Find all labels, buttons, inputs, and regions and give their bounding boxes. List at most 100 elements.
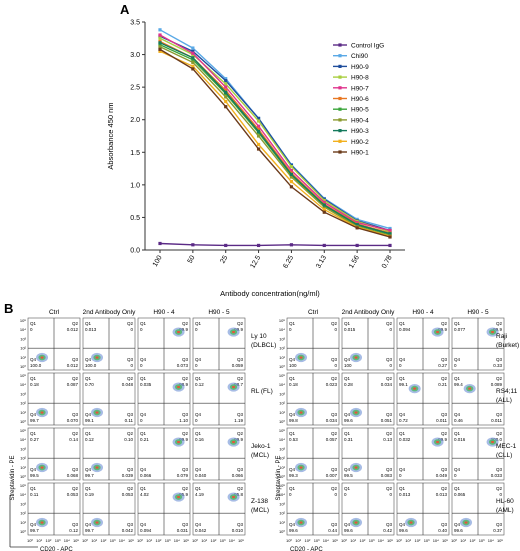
- q3-name: Q3: [331, 467, 338, 472]
- q1-name: Q1: [344, 376, 351, 381]
- y-log-tick: 10⁴: [20, 492, 26, 497]
- q2-name: Q2: [182, 321, 189, 326]
- q2-name: Q2: [331, 321, 338, 326]
- legend-marker: [338, 129, 342, 133]
- q3-name: Q3: [127, 412, 134, 417]
- q2-value: 98.7: [234, 382, 243, 387]
- data-point: [158, 43, 162, 47]
- series-line: [159, 48, 391, 238]
- q1-name: Q1: [344, 431, 351, 436]
- q4-value: 99.8: [289, 418, 298, 423]
- y-log-tick: 10³: [279, 391, 285, 396]
- data-point: [191, 64, 195, 68]
- x-log-tick: 10⁵: [387, 538, 393, 543]
- column-header: Ctrl: [49, 309, 60, 316]
- y-log-tick: 10¹: [20, 410, 26, 415]
- q4-name: Q4: [344, 522, 351, 527]
- q4-value: 0: [399, 473, 402, 478]
- row-label: (AML): [496, 507, 514, 514]
- data-point: [256, 124, 261, 128]
- y-log-tick: 10²: [20, 401, 26, 406]
- q4-value: 0.094: [140, 528, 152, 533]
- x-log-tick: 10⁰: [192, 538, 198, 543]
- data-point: [256, 129, 261, 134]
- q3-value: 0.033: [491, 473, 503, 478]
- y-log-tick: 10⁴: [20, 327, 26, 332]
- q3-name: Q3: [331, 522, 338, 527]
- q2-name: Q2: [237, 376, 244, 381]
- q1-value: 0: [344, 492, 347, 497]
- q2-name: Q2: [496, 321, 503, 326]
- x-log-tick: 10²: [211, 538, 217, 543]
- population-core: [95, 521, 99, 524]
- data-point: [289, 168, 294, 173]
- data-point: [158, 49, 162, 53]
- row-label: Raji: [496, 333, 507, 340]
- row-label: RS4;11: [496, 388, 518, 395]
- q3-name: Q3: [441, 522, 448, 527]
- population-core: [299, 356, 303, 359]
- data-point: [224, 243, 228, 248]
- x-log-tick: 10²: [415, 538, 421, 543]
- x-log-tick: 10²: [360, 538, 366, 543]
- q4-name: Q4: [399, 467, 406, 472]
- x-log-tick: 10¹: [405, 538, 411, 543]
- q2-name: Q2: [496, 431, 503, 436]
- y-tick-label: 3.0: [130, 52, 140, 59]
- legend-entry: H90-3: [351, 128, 369, 135]
- panel-b-label: B: [4, 301, 13, 316]
- q1-name: Q1: [454, 486, 461, 491]
- x-log-tick: 10⁰: [341, 538, 347, 543]
- row-label: (DLBCL): [251, 342, 276, 349]
- x-tick-label: 6.25: [282, 254, 295, 269]
- legend-entry: H90-2: [351, 139, 369, 146]
- q4-name: Q4: [454, 522, 461, 527]
- flow-plot: Q10.016Q2100.0Q40Q30.033: [451, 427, 505, 481]
- y-log-tick: 10¹: [20, 355, 26, 360]
- x-log-tick: 10¹: [91, 538, 97, 543]
- q2-name: Q2: [72, 486, 79, 491]
- population-core: [468, 387, 472, 390]
- q1-name: Q1: [140, 376, 147, 381]
- legend-marker: [338, 54, 342, 58]
- q1-value: 0.12: [85, 437, 94, 442]
- x-log-tick: 10¹: [201, 538, 207, 543]
- population-core: [354, 411, 358, 414]
- q2-name: Q2: [127, 486, 134, 491]
- q3-value: 0.007: [326, 473, 338, 478]
- q4-name: Q4: [344, 412, 351, 417]
- q1-value: 0.035: [140, 382, 152, 387]
- q3-name: Q3: [386, 357, 393, 362]
- q4-value: 0: [195, 418, 198, 423]
- q2-name: Q2: [72, 376, 79, 381]
- x-log-tick: 10²: [305, 538, 311, 543]
- y-log-tick: 10⁵: [20, 318, 26, 323]
- y-log-tick: 10⁴: [279, 327, 285, 332]
- q2-value: 0.023: [326, 382, 338, 387]
- y-log-tick: 10³: [279, 501, 285, 506]
- q3-value: 1.10: [179, 418, 188, 423]
- q4-name: Q4: [195, 412, 202, 417]
- data-point: [388, 235, 392, 239]
- q3-value: 0.042: [122, 528, 134, 533]
- data-point: [191, 46, 195, 50]
- q4-value: 0: [140, 418, 143, 423]
- q3-value: 0.083: [381, 473, 393, 478]
- x-log-tick: 10³: [220, 538, 226, 543]
- q4-value: 99.6: [344, 528, 353, 533]
- q1-value: 99.1: [399, 382, 408, 387]
- q3-value: 0.079: [177, 473, 189, 478]
- column-header: H90 - 4: [412, 309, 434, 316]
- q4-name: Q4: [85, 522, 92, 527]
- q3-value: 0.11: [125, 418, 134, 423]
- q1-name: Q1: [195, 321, 202, 326]
- y-log-tick: 10⁴: [20, 382, 26, 387]
- q4-name: Q4: [85, 412, 92, 417]
- q4-name: Q4: [85, 357, 92, 362]
- data-point: [289, 172, 294, 177]
